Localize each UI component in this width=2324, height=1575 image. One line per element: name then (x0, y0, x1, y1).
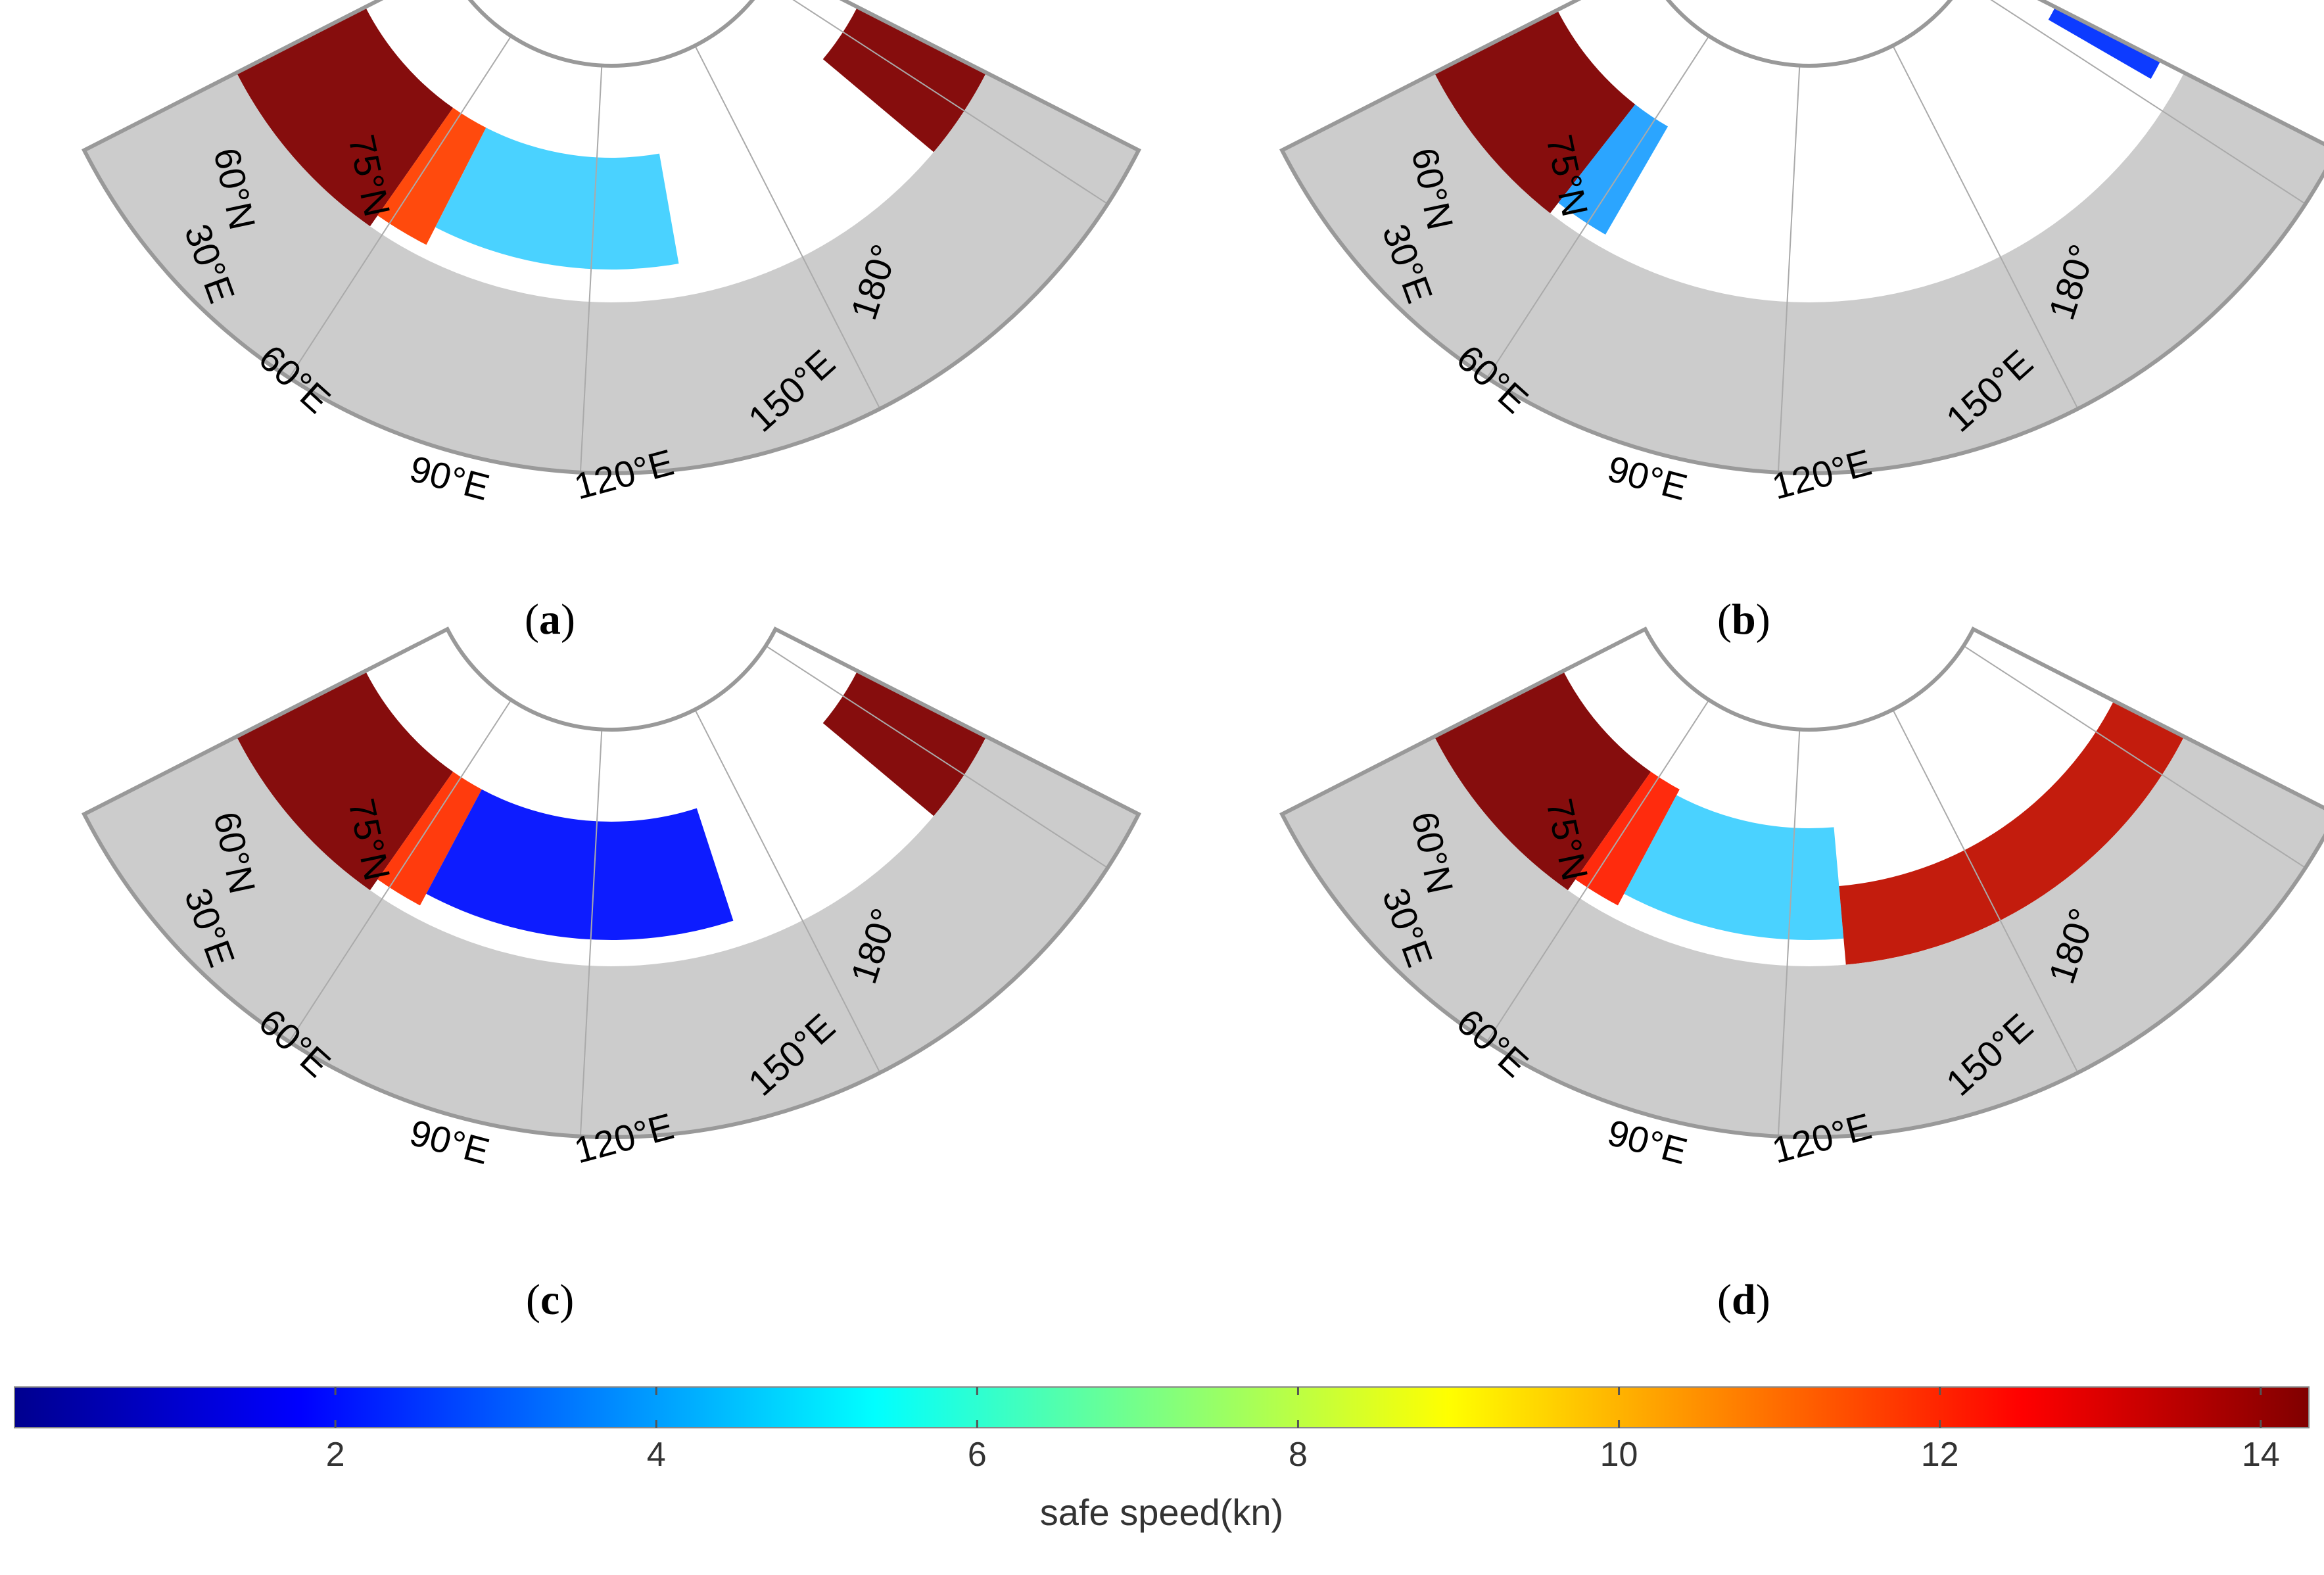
safe-speed-region (2048, 7, 2161, 79)
map-content-b (1279, 0, 2324, 476)
map-frame (82, 0, 1141, 476)
map-panel-a: 60°N 75°N 30°E 60°E 90°E 120°E 150°E 180… (82, 0, 1141, 508)
meridian-line (792, 0, 1108, 205)
safe-speed-region (236, 7, 454, 227)
meridian-line (579, 729, 603, 1137)
map-frame (1279, 0, 2324, 476)
panel-caption-a: (a) (525, 596, 575, 644)
map-content-d (1279, 626, 2324, 1140)
land-region (1282, 736, 2324, 1138)
meridian-line (765, 645, 1108, 869)
safe-speed-region (377, 772, 482, 906)
colorbar: 2 4 6 8 10 12 14 safe speed(kn) (14, 1386, 2310, 1533)
safe-speed-region (1575, 772, 1680, 906)
safe-speed-region (1839, 701, 2185, 965)
safe-speed-region (822, 670, 987, 816)
colorbar-label: safe speed(kn) (1040, 1492, 1283, 1533)
safe-speed-region (377, 108, 486, 245)
meridian-line (288, 699, 512, 1043)
colorbar-tick-label: 6 (968, 1436, 987, 1474)
safe-speed-region (236, 670, 454, 891)
safe-speed-region (1558, 104, 1668, 235)
safe-speed-region (1624, 795, 1844, 940)
colorbar-tick-label: 4 (647, 1436, 666, 1474)
meridian-line (1990, 0, 2306, 205)
meridian-line (1892, 709, 2079, 1073)
meridian-line (1486, 699, 1710, 1043)
panel-caption-c: (c) (526, 1276, 575, 1324)
safe-speed-region (822, 7, 987, 153)
colorbar-gradient (14, 1386, 2310, 1428)
map-panel-b: 60°N 75°N 30°E 60°E 90°E 120°E 150°E 180… (1279, 0, 2324, 508)
safe-speed-region (435, 128, 679, 270)
panel-caption-b: (b) (1717, 596, 1770, 644)
colorbar-tick-label: 2 (326, 1436, 345, 1474)
map-content-c (82, 626, 1141, 1140)
map-frame (82, 626, 1141, 1140)
safe-speed-region (1434, 670, 1651, 891)
meridian-line (1963, 645, 2306, 869)
land-region (84, 736, 1139, 1137)
colorbar-tick-label: 12 (1921, 1436, 1959, 1474)
meridian-line (1892, 45, 2079, 410)
colorbar-ticks: 2 4 6 8 10 12 14 (326, 1387, 2280, 1474)
colorbar-tick-label: 8 (1289, 1436, 1308, 1474)
meridian-line (1486, 35, 1710, 379)
meridian-line (1777, 65, 1801, 473)
meridian-line (1777, 729, 1801, 1137)
safe-speed-region (426, 789, 734, 940)
colorbar-tick-label: 14 (2242, 1436, 2280, 1474)
meridian-line (579, 65, 603, 473)
land-region (1282, 72, 2324, 474)
land-region (84, 72, 1139, 473)
safe-speed-region (1422, 10, 1636, 224)
colorbar-tick-label: 10 (1600, 1436, 1638, 1474)
map-panel-c: 60°N 75°N 30°E 60°E 90°E 120°E 150°E 180… (82, 626, 1141, 1172)
meridian-line (288, 35, 512, 379)
panel-caption-d: (d) (1717, 1276, 1770, 1324)
meridian-line (694, 709, 881, 1073)
map-panel-d: 60°N 75°N 30°E 60°E 90°E 120°E 150°E 180… (1279, 626, 2324, 1172)
map-content-a (82, 0, 1141, 476)
meridian-line (694, 45, 881, 410)
map-frame (1279, 626, 2324, 1140)
